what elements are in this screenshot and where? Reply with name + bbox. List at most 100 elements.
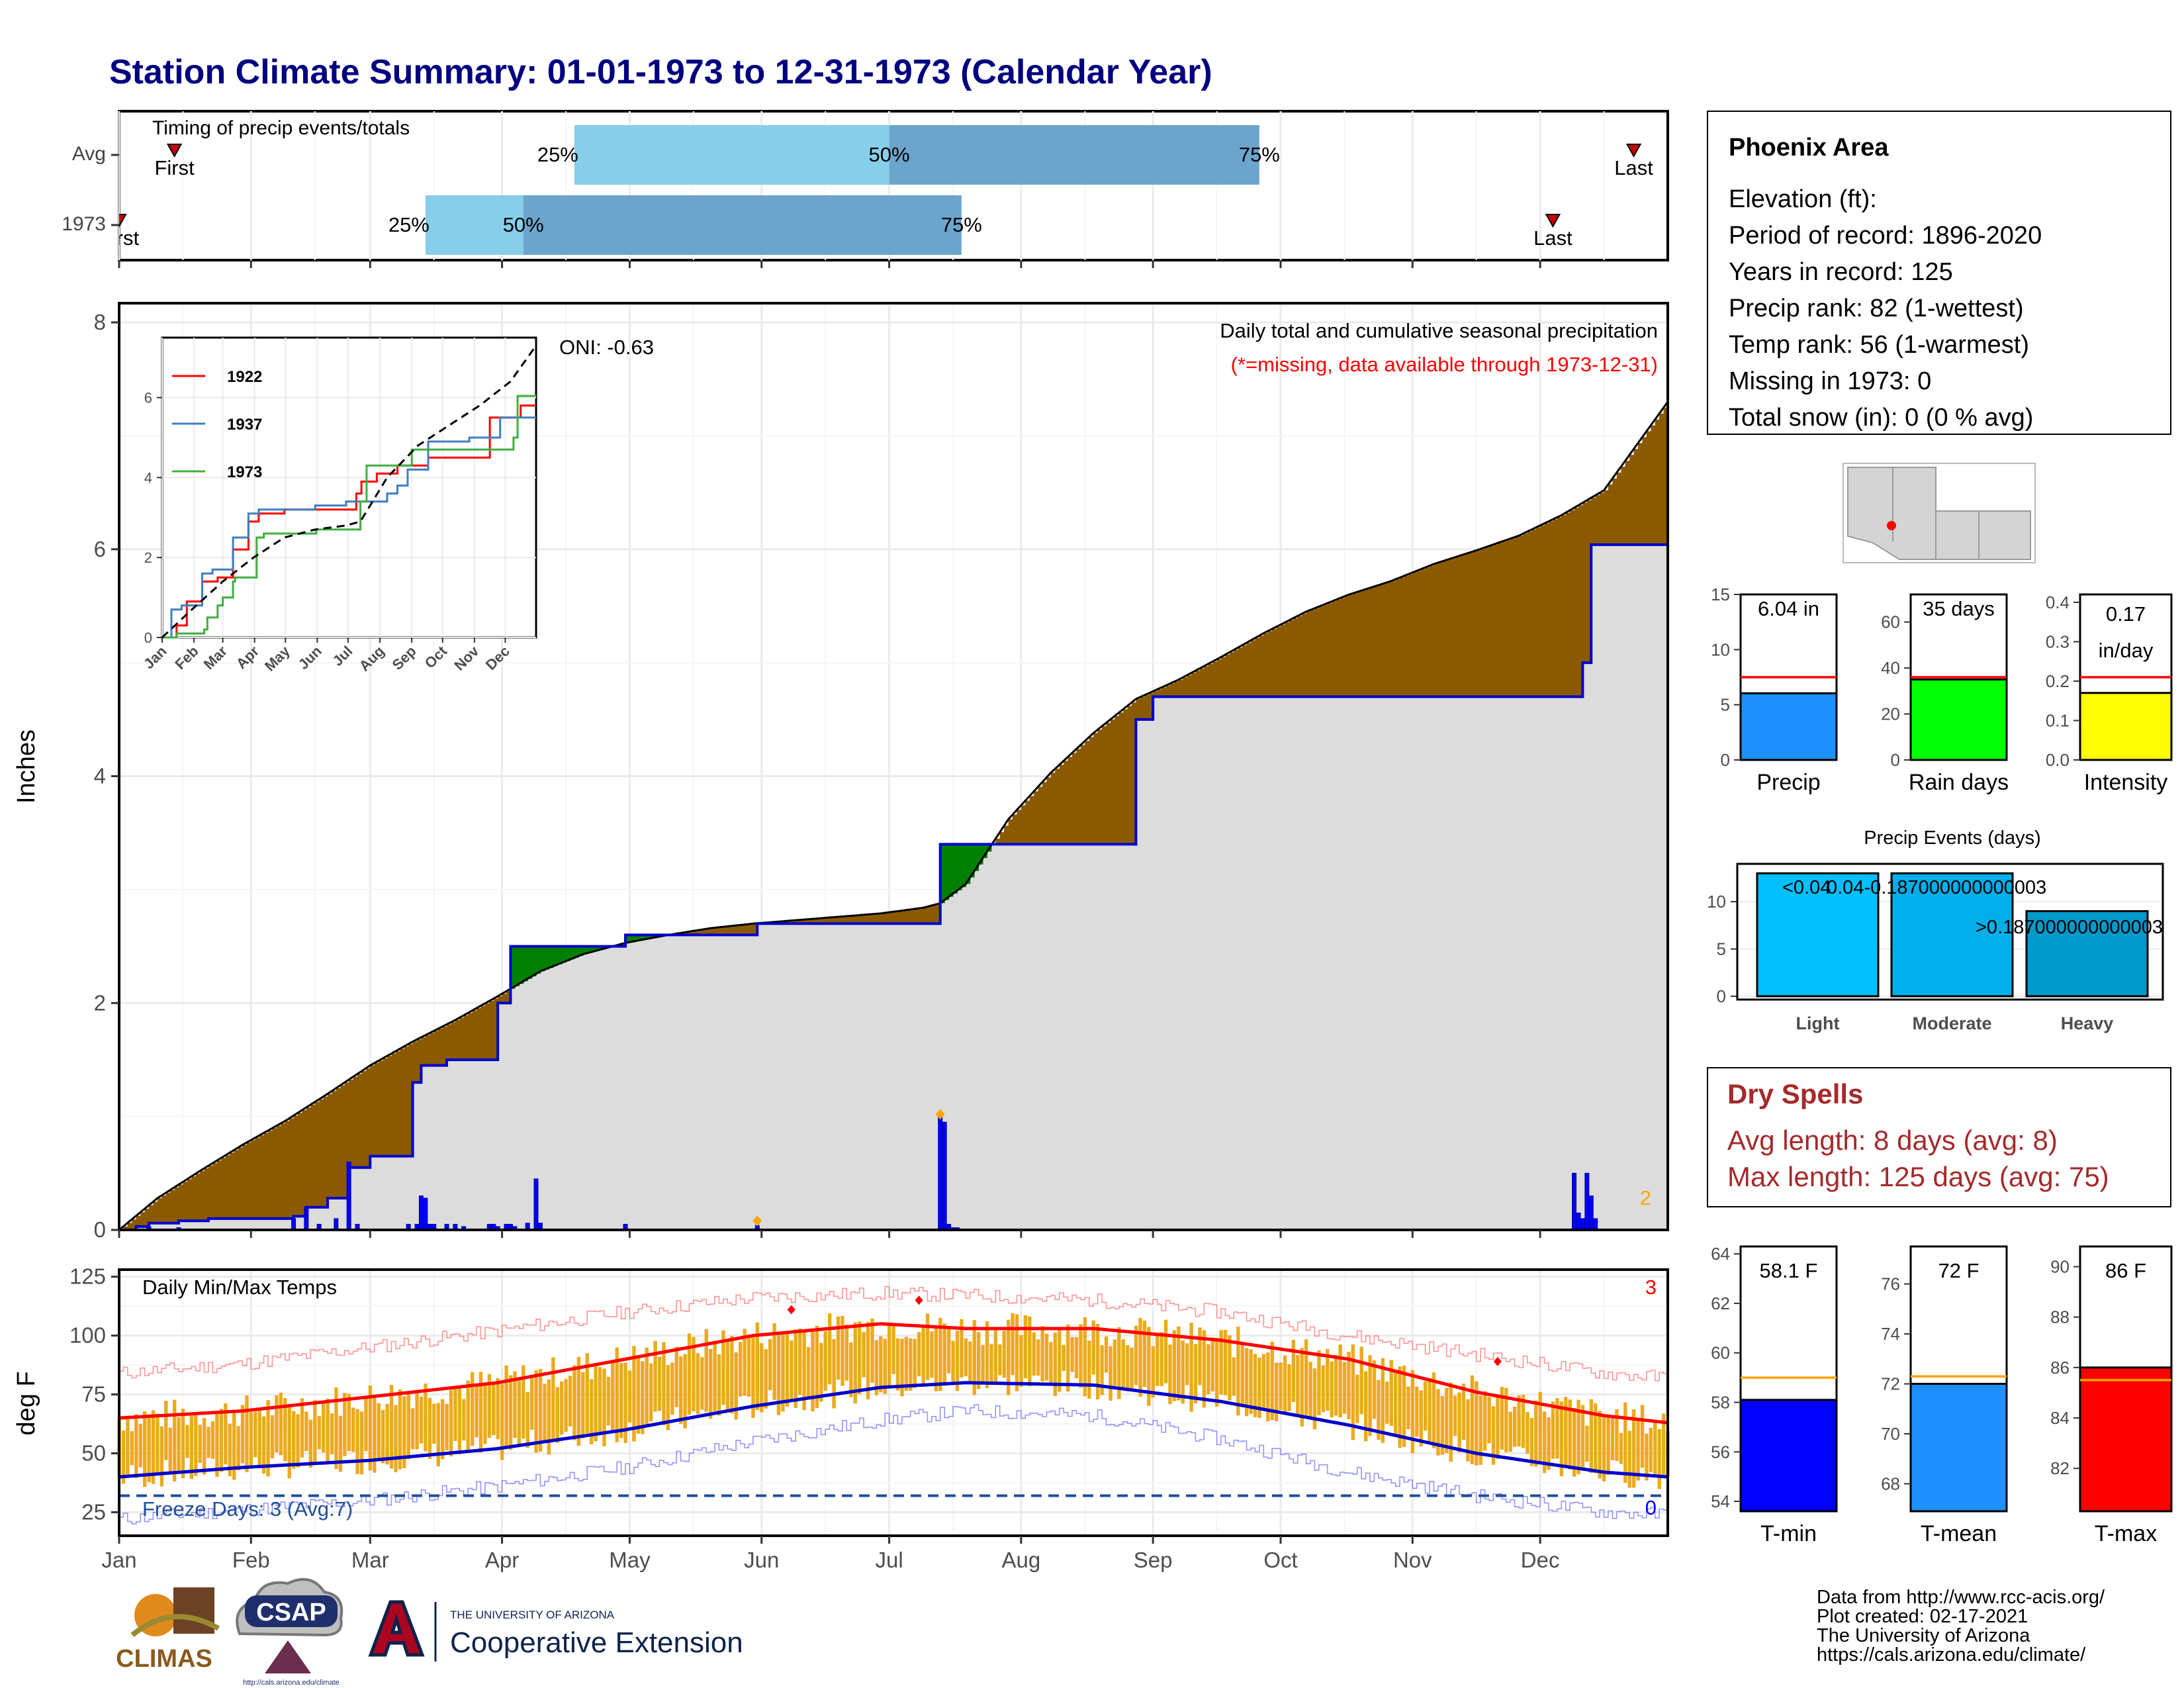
daily-temp-bar (917, 1332, 921, 1377)
daily-temp-bar (806, 1346, 811, 1399)
daily-temp-bar (1100, 1345, 1104, 1395)
below-avg-fill (144, 1209, 150, 1227)
daily-temp-bar (743, 1329, 747, 1396)
daily-temp-bar (764, 1349, 768, 1409)
daily-temp-bar (1091, 1320, 1095, 1375)
below-avg-fill (1655, 419, 1660, 545)
below-avg-fill (1467, 553, 1473, 697)
daily-temp-bar (1079, 1324, 1083, 1388)
below-avg-fill (804, 919, 809, 924)
below-avg-fill (749, 923, 754, 935)
daily-temp-bar (470, 1372, 475, 1446)
freeze-days-label: Freeze Days: 3 (Avg:7) (142, 1497, 353, 1521)
daily-temp-bar (1330, 1361, 1334, 1418)
below-avg-fill (1046, 777, 1052, 845)
precip-y-tick-label: 8 (94, 310, 106, 334)
precip-events-chart: Precip Events (days) Light Moderate Heavy <… (1707, 827, 2164, 1033)
below-avg-fill (1625, 461, 1630, 545)
daily-temp-bar (419, 1396, 424, 1444)
below-avg-fill (208, 1166, 214, 1219)
daily-temp-bar (1113, 1339, 1117, 1386)
daily-temp-bar (445, 1403, 449, 1451)
precip-corner-count: 2 (1640, 1186, 1651, 1209)
month-label-jul: Jul (875, 1548, 903, 1572)
daily-temp-bar (1402, 1366, 1406, 1447)
summary-bar-charts: 0 5 10 15 6.04 in Precip 0 20 40 60 35 days Rain da… (1711, 585, 2173, 1546)
inset-y-tick-label: 6 (144, 390, 152, 406)
daily-temp-bar (240, 1405, 245, 1464)
below-avg-fill (1199, 668, 1205, 697)
rain-days-y-tick-label: 0 (1891, 750, 1900, 770)
below-avg-fill (332, 1091, 337, 1199)
month-label-nov: Nov (1393, 1548, 1432, 1572)
below-avg-fill (808, 919, 813, 924)
below-avg-fill (931, 905, 936, 924)
daily-temp-bar (1517, 1395, 1521, 1447)
daily-temp-bar (1547, 1417, 1551, 1470)
below-avg-fill (298, 1113, 303, 1217)
precip-category-label: Precip (1756, 770, 1820, 795)
below-avg-fill (999, 832, 1005, 845)
below-avg-fill (1017, 810, 1022, 845)
above-avg-fill (940, 844, 945, 904)
daily-temp-bar (517, 1378, 522, 1448)
events-bar-light (1756, 872, 1880, 998)
daily-temp-bar (976, 1332, 981, 1389)
below-avg-fill (404, 1046, 409, 1156)
timing-bars: 25% 50% 75% First Last 25% 50% 75% First Last (119, 125, 1653, 255)
daily-temp-bar (1606, 1416, 1610, 1476)
daily-temp-bar (500, 1383, 504, 1460)
below-avg-fill (825, 917, 831, 924)
daily-temp-bar (734, 1352, 738, 1420)
inset-y-tick-label: 4 (144, 469, 152, 486)
below-avg-fill (864, 914, 869, 924)
t-min-y-tick-label: 56 (1711, 1442, 1730, 1462)
daily-temp-bar (253, 1411, 257, 1458)
y1973-last-marker (1545, 214, 1561, 228)
t-mean-y-tick-label: 70 (1881, 1424, 1900, 1444)
daily-temp-bar (1317, 1350, 1321, 1415)
daily-temp-bar (343, 1393, 347, 1456)
below-avg-fill (1318, 606, 1324, 697)
daily-temp-bar (1296, 1354, 1300, 1416)
avg-q50-label: 50% (869, 143, 910, 166)
avg-bar-q25-q50 (574, 125, 889, 185)
daily-temp-bar (1142, 1320, 1147, 1387)
below-avg-fill (1034, 791, 1039, 845)
record-temp-marker (1493, 1356, 1502, 1366)
temp-bottom-right-count: 0 (1645, 1496, 1657, 1519)
precip-y-tick-label: 6 (94, 537, 106, 561)
daily-temp-bar (1087, 1340, 1091, 1399)
below-avg-fill (349, 1079, 354, 1168)
daily-temp-bar (1504, 1387, 1508, 1452)
month-label-aug: Aug (1001, 1548, 1040, 1572)
daily-temp-bar (1436, 1389, 1440, 1456)
daily-precip-bar (533, 1178, 539, 1231)
credit-university: The University of Arizona (1817, 1625, 2030, 1646)
daily-temp-bar (338, 1415, 343, 1472)
precip-y-tick-label: 10 (1711, 639, 1730, 659)
t-max-y-tick-label: 84 (2050, 1408, 2070, 1428)
daily-temp-bar (951, 1340, 955, 1383)
t-max-y-tick-label: 88 (2050, 1307, 2070, 1327)
t-mean-y-tick-label: 72 (1881, 1374, 1900, 1394)
daily-temp-bar (1393, 1372, 1398, 1434)
daily-temp-bar (1410, 1370, 1415, 1454)
below-avg-fill (1357, 592, 1362, 697)
intensity-bar (2079, 692, 2173, 761)
daily-temp-bar (900, 1338, 904, 1397)
below-avg-fill (850, 915, 856, 924)
inset-series-line-1922 (162, 404, 536, 639)
daily-temp-bar (1151, 1346, 1155, 1398)
daily-temp-bar (751, 1337, 755, 1419)
month-label-mar: Mar (351, 1548, 389, 1572)
daily-temp-bar (760, 1342, 764, 1413)
daily-temp-bar (696, 1353, 700, 1415)
below-avg-fill (1336, 600, 1341, 697)
daily-temp-bar (529, 1377, 534, 1430)
below-avg-fill (689, 931, 694, 935)
daily-temp-bar (921, 1327, 925, 1385)
below-avg-fill (1510, 538, 1516, 697)
below-avg-fill (1148, 693, 1154, 720)
